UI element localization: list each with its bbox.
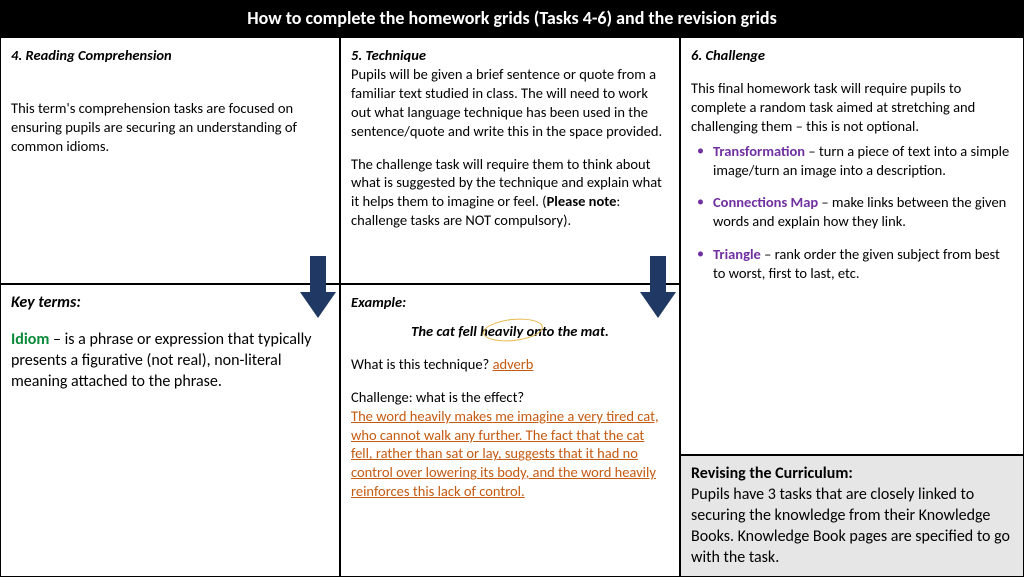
arrow-down-icon <box>300 256 336 318</box>
challenge-list: Transformation – turn a piece of text in… <box>691 142 1013 283</box>
q2-label: Challenge: what is the effect? <box>351 388 669 407</box>
cell5-note-bold: Please note <box>547 192 617 210</box>
term-transformation: Transformation <box>713 142 805 160</box>
challenge-item-connections: Connections Map – make links between the… <box>695 193 1013 231</box>
challenge-item-triangle: Triangle – rank order the given subject … <box>695 245 1013 283</box>
revising-heading: Revising the Curriculum: <box>691 464 1013 485</box>
example-q1: What is this technique? adverb <box>351 355 669 374</box>
content-grid: 4. Reading Comprehension This term's com… <box>0 37 1024 577</box>
cell6-heading: 6. Challenge <box>691 46 1013 65</box>
cell5-heading: 5. Technique <box>351 46 669 65</box>
cell4-heading: 4. Reading Comprehension <box>11 46 329 65</box>
keyterms-def: Idiom – is a phrase or expression that t… <box>11 330 329 392</box>
q1-answer: adverb <box>493 355 534 373</box>
cell6-intro: This final homework task will require pu… <box>691 79 1013 136</box>
q1-label: What is this technique? <box>351 355 493 373</box>
cell-reading-comprehension: 4. Reading Comprehension This term's com… <box>0 37 340 284</box>
example-heading: Example: <box>351 293 669 312</box>
revising-body: Pupils have 3 tasks that are closely lin… <box>691 485 1013 568</box>
page-title-bar: How to complete the homework grids (Task… <box>0 0 1024 37</box>
cell-example: Example: The cat fell heavily onto the m… <box>340 284 680 577</box>
example-sentence-wrap: The cat fell heavily onto the mat. <box>351 322 669 341</box>
example-sentence: The cat fell heavily onto the mat. <box>411 322 609 340</box>
idiom-def: – is a phrase or expression that typical… <box>11 330 311 391</box>
challenge-item-transformation: Transformation – turn a piece of text in… <box>695 142 1013 180</box>
term-connections: Connections Map <box>713 193 818 211</box>
cell-key-terms: Key terms: Idiom – is a phrase or expres… <box>0 284 340 577</box>
idiom-term: Idiom <box>11 330 49 349</box>
keyterms-heading: Key terms: <box>11 293 329 314</box>
arrow-down-icon <box>640 256 676 318</box>
cell-challenge: 6. Challenge This final homework task wi… <box>680 37 1024 577</box>
cell-technique: 5. Technique Pupils will be given a brie… <box>340 37 680 284</box>
cell5-p2: The challenge task will require them to … <box>351 155 669 230</box>
cell5-p1: Pupils will be given a brief sentence or… <box>351 65 669 140</box>
page-title: How to complete the homework grids (Task… <box>247 7 777 29</box>
term-triangle: Triangle <box>713 245 761 263</box>
cell4-body: This term's comprehension tasks are focu… <box>11 99 329 156</box>
q2-answer: The word heavily makes me imagine a very… <box>351 407 669 501</box>
